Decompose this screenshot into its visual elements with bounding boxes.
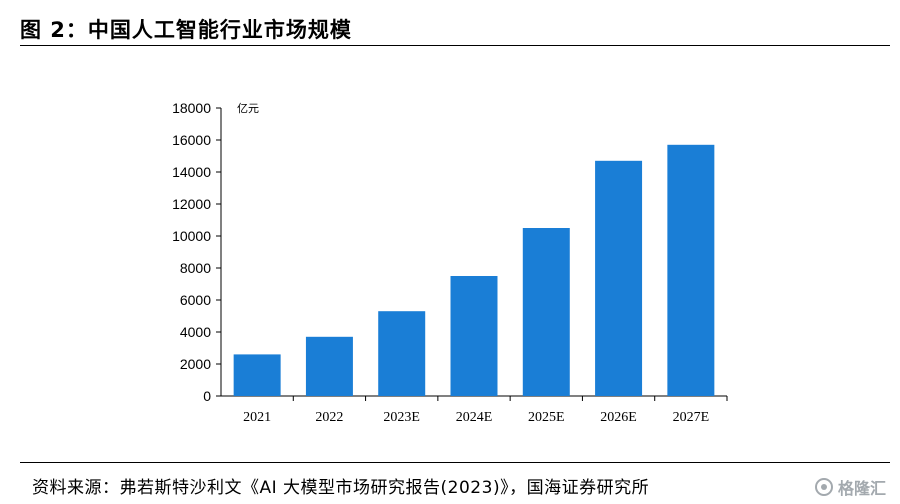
y-tick-label: 12000	[172, 196, 211, 212]
y-tick-label: 2000	[180, 356, 211, 372]
figure-header: 图 2：中国人工智能行业市场规模	[20, 12, 890, 46]
figure-source: 资料来源：弗若斯特沙利文《AI 大模型市场研究报告(2023)》，国海证券研究所	[32, 478, 650, 498]
bar-2026E	[595, 160, 643, 396]
bar-2027E	[667, 144, 715, 396]
bars	[233, 144, 715, 396]
y-tick-label: 18000	[172, 100, 211, 116]
y-tick-label: 14000	[172, 164, 211, 180]
x-tick-label: 2027E	[673, 410, 710, 425]
y-tick-label: 0	[203, 388, 211, 404]
y-tick-label: 4000	[180, 324, 211, 340]
y-unit-label: 亿元	[237, 102, 259, 115]
y-tick-label: 8000	[180, 260, 211, 276]
watermark: 格隆汇	[814, 475, 886, 499]
bar-2022	[305, 336, 353, 396]
bar-2021	[233, 354, 281, 396]
x-tick-label: 2024E	[456, 410, 493, 425]
bar-2025E	[522, 228, 570, 396]
watermark-text: 格隆汇	[837, 479, 886, 498]
bar-2024E	[450, 276, 498, 396]
y-tick-label: 16000	[172, 132, 211, 148]
y-axis: 0 2000 4000 6000 8000 10000 12000 14000 16000 180…	[172, 100, 222, 404]
y-tick-label: 6000	[180, 292, 211, 308]
x-tick-label: 2023E	[383, 410, 420, 425]
y-tick-label: 10000	[172, 228, 211, 244]
x-tick-label: 2025E	[528, 410, 565, 425]
bar-2023E	[378, 311, 426, 396]
watermark-logo-icon	[814, 478, 833, 496]
x-tick-label: 2021	[243, 410, 271, 425]
x-tick-label: 2026E	[600, 410, 637, 425]
x-axis: 2021 2022 2023E 2024E 2025E 2026E 2027E	[221, 395, 728, 425]
figure-title: 图 2：中国人工智能行业市场规模	[20, 18, 352, 42]
x-tick-label: 2022	[315, 410, 343, 425]
figure-footer: 资料来源：弗若斯特沙利文《AI 大模型市场研究报告(2023)》，国海证券研究所…	[20, 462, 890, 504]
